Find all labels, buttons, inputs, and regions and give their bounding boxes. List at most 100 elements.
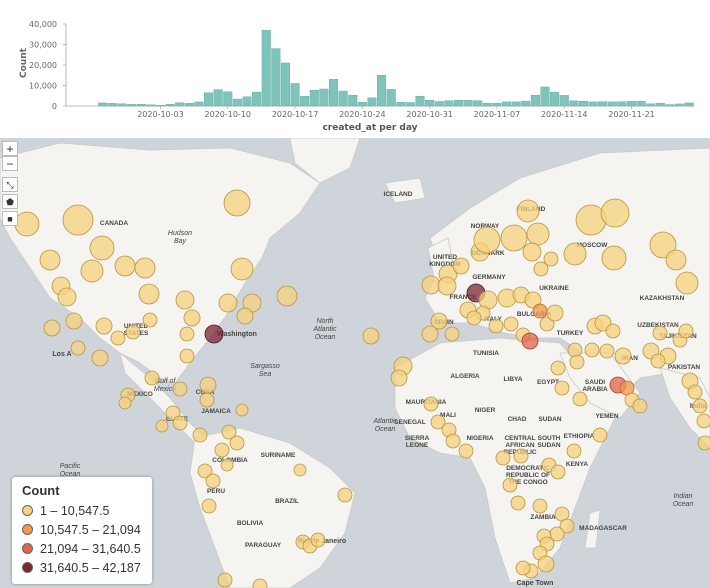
count-bubble[interactable] <box>572 391 588 407</box>
count-bubble[interactable] <box>252 578 268 588</box>
histogram-bar[interactable] <box>655 102 665 107</box>
histogram-bar[interactable] <box>242 96 252 107</box>
count-bubble[interactable] <box>310 532 326 548</box>
histogram-bar[interactable] <box>415 95 425 107</box>
count-bubble[interactable] <box>599 343 615 359</box>
histogram-bar[interactable] <box>194 101 204 107</box>
count-bubble[interactable] <box>362 327 380 345</box>
histogram-bar[interactable] <box>434 101 444 107</box>
count-bubble[interactable] <box>70 340 86 356</box>
histogram-bar[interactable] <box>646 103 656 107</box>
count-bubble[interactable] <box>276 285 298 307</box>
count-bubble[interactable] <box>220 458 234 472</box>
count-bubble[interactable] <box>692 398 708 414</box>
histogram-bar[interactable] <box>482 102 492 107</box>
histogram-bar[interactable] <box>463 100 473 107</box>
count-bubble[interactable] <box>201 498 217 514</box>
count-bubble[interactable] <box>649 231 677 259</box>
count-bubble[interactable] <box>14 211 40 237</box>
count-bubble[interactable] <box>569 354 585 370</box>
count-bubble[interactable] <box>458 443 474 459</box>
histogram-bar[interactable] <box>530 94 540 107</box>
histogram-bar[interactable] <box>405 102 415 107</box>
count-bubble[interactable] <box>675 271 699 295</box>
histogram-bar[interactable] <box>271 48 281 107</box>
count-bubble[interactable] <box>293 463 307 477</box>
histogram-bar[interactable] <box>675 103 685 107</box>
histogram-bar[interactable] <box>453 100 463 107</box>
count-bubble[interactable] <box>236 307 254 325</box>
histogram-bar[interactable] <box>175 102 185 107</box>
count-bubble[interactable] <box>223 189 251 217</box>
count-bubble[interactable] <box>199 376 217 394</box>
count-bubble[interactable] <box>80 259 104 283</box>
count-bubble[interactable] <box>437 276 457 296</box>
count-bubble[interactable] <box>155 419 169 433</box>
count-bubble[interactable] <box>539 316 555 332</box>
count-bubble[interactable] <box>554 380 570 396</box>
count-bubble[interactable] <box>204 324 224 344</box>
count-bubble[interactable] <box>678 323 694 339</box>
count-bubble[interactable] <box>600 198 630 228</box>
count-bubble[interactable] <box>444 326 460 342</box>
count-bubble[interactable] <box>466 310 482 326</box>
count-bubble[interactable] <box>697 435 710 451</box>
count-bubble[interactable] <box>650 353 666 369</box>
count-bubble[interactable] <box>138 283 160 305</box>
histogram-bar[interactable] <box>684 102 694 107</box>
count-bubble[interactable] <box>495 450 511 466</box>
histogram-bar[interactable] <box>232 98 242 107</box>
count-bubble[interactable] <box>229 435 245 451</box>
zoom-out-button[interactable]: − <box>2 156 18 171</box>
histogram-bar[interactable] <box>492 102 502 107</box>
histogram-bar[interactable] <box>252 91 262 107</box>
count-bubble[interactable] <box>217 572 233 588</box>
histogram-bar[interactable] <box>367 97 377 107</box>
histogram-bar[interactable] <box>300 95 310 107</box>
count-bubble[interactable] <box>563 242 587 266</box>
histogram-bar[interactable] <box>280 62 290 107</box>
histogram-bar[interactable] <box>502 101 512 107</box>
count-bubble[interactable] <box>687 384 703 400</box>
count-bubble[interactable] <box>515 560 531 576</box>
count-bubble[interactable] <box>390 369 408 387</box>
count-bubble[interactable] <box>532 498 548 514</box>
count-bubble[interactable] <box>601 245 627 271</box>
count-bubble[interactable] <box>550 360 566 376</box>
bubble-layer[interactable] <box>14 189 710 588</box>
count-bubble[interactable] <box>445 433 461 449</box>
histogram-bar[interactable] <box>204 92 214 107</box>
count-bubble[interactable] <box>205 473 221 489</box>
count-bubble[interactable] <box>91 349 109 367</box>
count-bubble[interactable] <box>430 414 446 430</box>
histogram-bar[interactable] <box>98 102 108 107</box>
count-bubble[interactable] <box>43 319 61 337</box>
count-bubble[interactable] <box>543 251 559 267</box>
histogram-bar[interactable] <box>338 90 348 107</box>
histogram-bar[interactable] <box>377 75 387 107</box>
histogram-bar[interactable] <box>627 101 637 107</box>
count-bubble[interactable] <box>183 309 201 327</box>
count-bubble[interactable] <box>559 518 575 534</box>
histogram-bar[interactable] <box>348 94 358 107</box>
map-view[interactable]: North Atlantic Ocean Atlantic Ocean Indian O… <box>0 138 710 588</box>
count-bubble[interactable] <box>421 275 441 295</box>
count-bubble[interactable] <box>605 323 621 339</box>
histogram-bar[interactable] <box>290 83 300 107</box>
count-bubble[interactable] <box>652 325 668 341</box>
count-bubble[interactable] <box>218 293 238 313</box>
count-bubble[interactable] <box>179 348 195 364</box>
count-bubble[interactable] <box>665 249 687 271</box>
histogram-bar[interactable] <box>425 100 435 107</box>
histogram-bar[interactable] <box>578 101 588 107</box>
histogram-bar[interactable] <box>607 101 617 107</box>
histogram-bar[interactable] <box>473 100 483 107</box>
histogram-bar[interactable] <box>165 104 175 107</box>
count-bubble[interactable] <box>125 324 141 340</box>
count-bubble[interactable] <box>221 424 237 440</box>
histogram-bar[interactable] <box>617 101 627 107</box>
count-bubble[interactable] <box>696 413 710 429</box>
histogram-bar[interactable] <box>117 103 127 107</box>
count-bubble[interactable] <box>62 204 94 236</box>
histogram-bar[interactable] <box>636 101 646 107</box>
